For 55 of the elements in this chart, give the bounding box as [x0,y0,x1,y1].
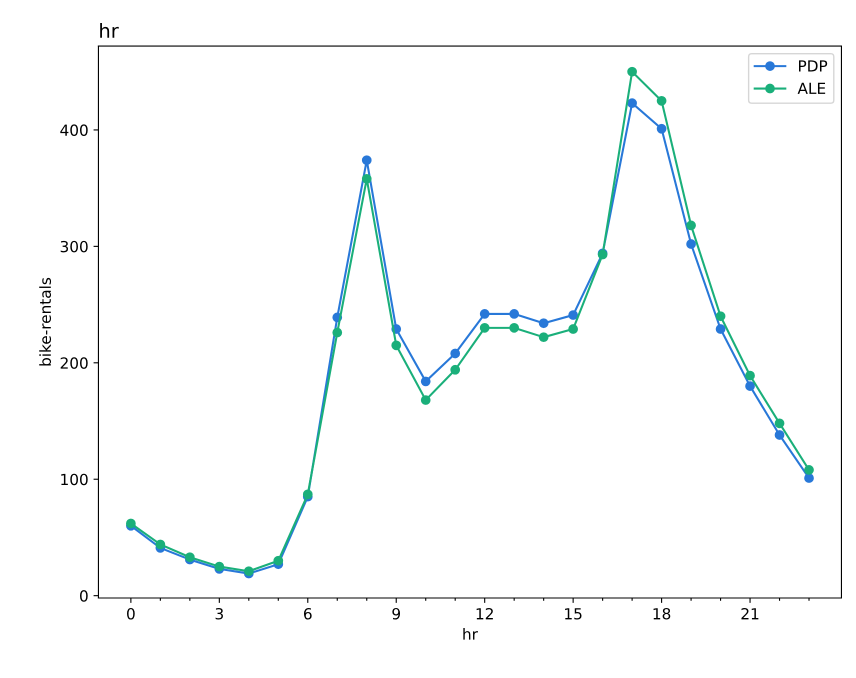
point [627,98,637,108]
x-tick-label: 18 [654,608,670,620]
x-tick-label: 6 [304,608,312,620]
point [244,566,254,576]
chart-title: hr [100,22,119,38]
point [273,556,284,566]
point [509,309,520,319]
point [656,96,666,106]
y-tick-label: 400 [60,124,88,136]
legend-label: ALE [798,82,826,94]
x-tick-label: 3 [216,608,223,620]
point [538,332,549,342]
x-axis-title: hr [463,628,478,640]
point [391,340,402,350]
point [480,309,490,319]
point [568,324,578,334]
point [214,562,224,572]
point [184,552,195,562]
point [774,430,784,440]
point [362,174,372,184]
y-tick-label: 0 [80,590,88,602]
point [302,490,313,500]
point [420,376,431,386]
y-tick-label: 300 [60,240,88,252]
y-tick-label: 200 [60,357,88,369]
point [480,323,490,333]
point [686,239,696,249]
x-tick-label: 12 [476,608,493,620]
point [509,323,520,333]
point [656,124,666,134]
point [362,155,372,166]
point [716,311,726,322]
point [745,381,755,391]
point [745,370,755,380]
point [568,310,578,320]
x-tick-label: 9 [392,608,400,620]
point [804,465,814,475]
point [420,395,431,405]
x-tick-label: 15 [565,608,582,620]
y-axis-title: bike-rentals [39,278,52,366]
y-tick-label: 100 [61,474,88,486]
point [774,418,784,428]
x-tick-label: 0 [127,608,135,620]
point [332,328,342,338]
point [450,364,460,375]
x-tick-label: 21 [741,608,758,620]
point [450,348,460,358]
point [155,540,166,550]
point [804,473,814,483]
point [126,518,136,528]
point [716,324,726,334]
point [627,66,637,77]
point [538,318,549,328]
legend-label: PDP [799,60,828,72]
point [686,220,696,230]
